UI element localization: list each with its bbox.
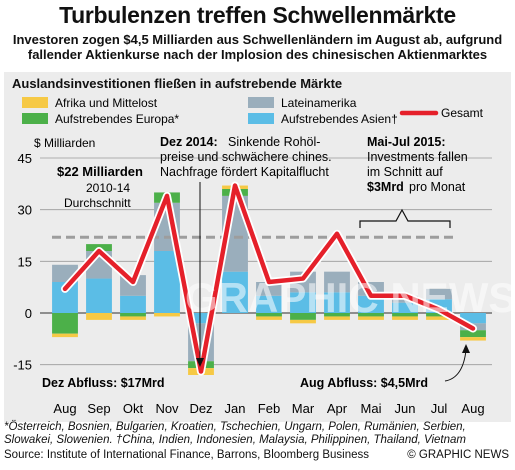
bar-africa xyxy=(460,337,486,341)
legend-label-africa: Afrika und Mittelost xyxy=(55,96,158,110)
x-tick-label: Nov xyxy=(155,401,179,416)
bar-asia xyxy=(86,278,112,313)
x-tick-label: Jun xyxy=(395,401,416,416)
bar-asia xyxy=(290,292,316,313)
average-sublabel-2: Durchschnitt xyxy=(64,196,131,210)
x-tick-label: Aug xyxy=(53,401,76,416)
x-tick-label: Mar xyxy=(292,401,315,416)
y-tick-label: 30 xyxy=(18,203,32,218)
bar-asia xyxy=(392,302,418,313)
x-tick-label: Jan xyxy=(225,401,246,416)
bar-africa xyxy=(392,316,418,320)
legend-swatch-latam xyxy=(248,97,274,108)
bar-africa xyxy=(256,316,282,320)
subtitle-line-1: Investoren zogen $4,5 Milliarden aus Sch… xyxy=(12,32,503,47)
page-title: Turbulenzen treffen Schwellenmärkte xyxy=(59,2,456,28)
brand-credit: © GRAPHIC NEWS xyxy=(407,449,509,461)
legend-swatch-asia xyxy=(248,113,274,124)
y-ticks: 45 30 15 0 -15 xyxy=(13,151,32,373)
bar-africa xyxy=(426,316,452,320)
x-tick-label: Apr xyxy=(327,401,348,416)
dec-annotation-line-1: Sinkende Rohöl- xyxy=(228,135,320,149)
bar-europe xyxy=(392,313,418,317)
aug-outflow-arrowhead xyxy=(462,344,470,353)
annotation-outflows: Dez Abfluss: $17Mrd Aug Abfluss: $4,5Mrd xyxy=(42,344,470,390)
subtitle-line-2: fallender Aktienkurse nach der Implosion… xyxy=(27,47,488,62)
bar-europe xyxy=(358,313,384,317)
dec-annotation-title: Dez 2014: xyxy=(160,135,218,149)
mai-annotation-title: Mai-Jul 2015: xyxy=(367,135,446,149)
subtitle: Investoren zogen $4,5 Milliarden aus Sch… xyxy=(4,32,511,62)
bar-europe xyxy=(256,313,282,317)
bar-asia xyxy=(188,313,214,324)
bar-latam xyxy=(256,282,282,296)
legend-label-total: Gesamt xyxy=(441,106,484,120)
bar-europe xyxy=(460,330,486,338)
annotation-mai-jul: Mai-Jul 2015: Investments fallen im Schn… xyxy=(359,135,468,228)
aug-outflow-pointer xyxy=(444,349,467,382)
x-tick-label: Feb xyxy=(258,401,280,416)
watermark: GRAPHIC NEWS xyxy=(185,274,515,321)
mai-annotation-line-3: pro Monat xyxy=(409,180,466,194)
mai-annotation-line-2: im Schnitt auf xyxy=(367,165,443,179)
mai-annotation-line-1: Investments fallen xyxy=(367,150,468,164)
bar-europe xyxy=(52,313,78,334)
y-tick-label: 0 xyxy=(25,306,32,321)
dec-outflow-label: Dez Abfluss: $17Mrd xyxy=(42,376,164,390)
bar-asia xyxy=(358,295,384,313)
bar-europe xyxy=(426,313,452,317)
dec-annotation-arrowhead xyxy=(196,358,204,367)
legend: Afrika und Mittelost Aufstrebendes Europ… xyxy=(22,96,484,126)
footnote-line-2: Slowakei, Slowenien. †China, Indien, Ind… xyxy=(4,434,466,446)
x-tick-label: Sep xyxy=(87,401,110,416)
bar-europe xyxy=(120,313,146,317)
bar-africa xyxy=(358,316,384,320)
bar-africa xyxy=(52,333,78,338)
bar-africa xyxy=(324,316,350,320)
average-label: $22 Milliarden xyxy=(57,164,143,179)
footnote-line-1: *Österreich, Bosnien, Bulgarien, Kroatie… xyxy=(4,421,466,433)
bar-africa xyxy=(120,316,146,320)
x-ticks: Aug Sep Okt Nov Dez Jan Feb Mar Apr Mai Jun Jul Aug xyxy=(53,401,484,416)
bar-africa xyxy=(86,313,112,320)
x-tick-label: Mai xyxy=(361,401,382,416)
source-note: Source: Institute of International Finan… xyxy=(4,449,370,461)
bar-africa xyxy=(154,313,180,317)
bar-latam xyxy=(324,271,350,293)
y-axis-label: $ Milliarden xyxy=(34,136,95,150)
aug-outflow-label: Aug Abfluss: $4,5Mrd xyxy=(300,376,428,390)
bar-asia xyxy=(324,292,350,313)
legend-swatch-europe xyxy=(22,113,48,124)
legend-swatch-africa xyxy=(22,97,48,108)
bar-latam xyxy=(426,288,452,300)
legend-label-europe: Aufstrebendes Europa* xyxy=(55,112,179,126)
dec-annotation-line-3: Nachfrage fördert Kapitalflucht xyxy=(160,165,329,179)
average-sublabel-1: 2010-14 xyxy=(86,181,130,195)
bar-asia xyxy=(460,313,486,324)
y-tick-label: -15 xyxy=(13,358,32,373)
total-line-group xyxy=(61,181,477,376)
legend-label-asia: Aufstrebendes Asien† xyxy=(281,112,398,126)
x-tick-label: Aug xyxy=(461,401,484,416)
bar-africa xyxy=(290,319,316,324)
bar-asia xyxy=(222,271,248,313)
x-tick-label: Dez xyxy=(189,401,212,416)
mai-annotation-bracket xyxy=(359,208,451,228)
dec-annotation-line-2: preise und schwächere chines. xyxy=(160,150,332,164)
x-tick-label: Okt xyxy=(123,401,144,416)
y-tick-label: 45 xyxy=(18,151,32,166)
y-tick-label: 15 xyxy=(18,254,32,269)
annotation-dec-2014: Dez 2014: Sinkende Rohöl- preise und sch… xyxy=(160,135,332,367)
annotation-average: $22 Milliarden 2010-14 Durchschnitt xyxy=(57,164,143,210)
x-tick-label: Jul xyxy=(431,401,448,416)
bar-asia xyxy=(120,295,146,313)
footnote: *Österreich, Bosnien, Bulgarien, Kroatie… xyxy=(4,421,509,447)
chart-title: Auslandsinvestitionen fließen in aufstre… xyxy=(12,76,343,91)
bar-asia xyxy=(256,295,282,313)
legend-label-latam: Lateinamerika xyxy=(281,96,357,110)
bar-europe xyxy=(290,313,316,320)
bar-europe xyxy=(324,313,350,317)
mai-annotation-value: $3Mrd xyxy=(367,180,404,194)
